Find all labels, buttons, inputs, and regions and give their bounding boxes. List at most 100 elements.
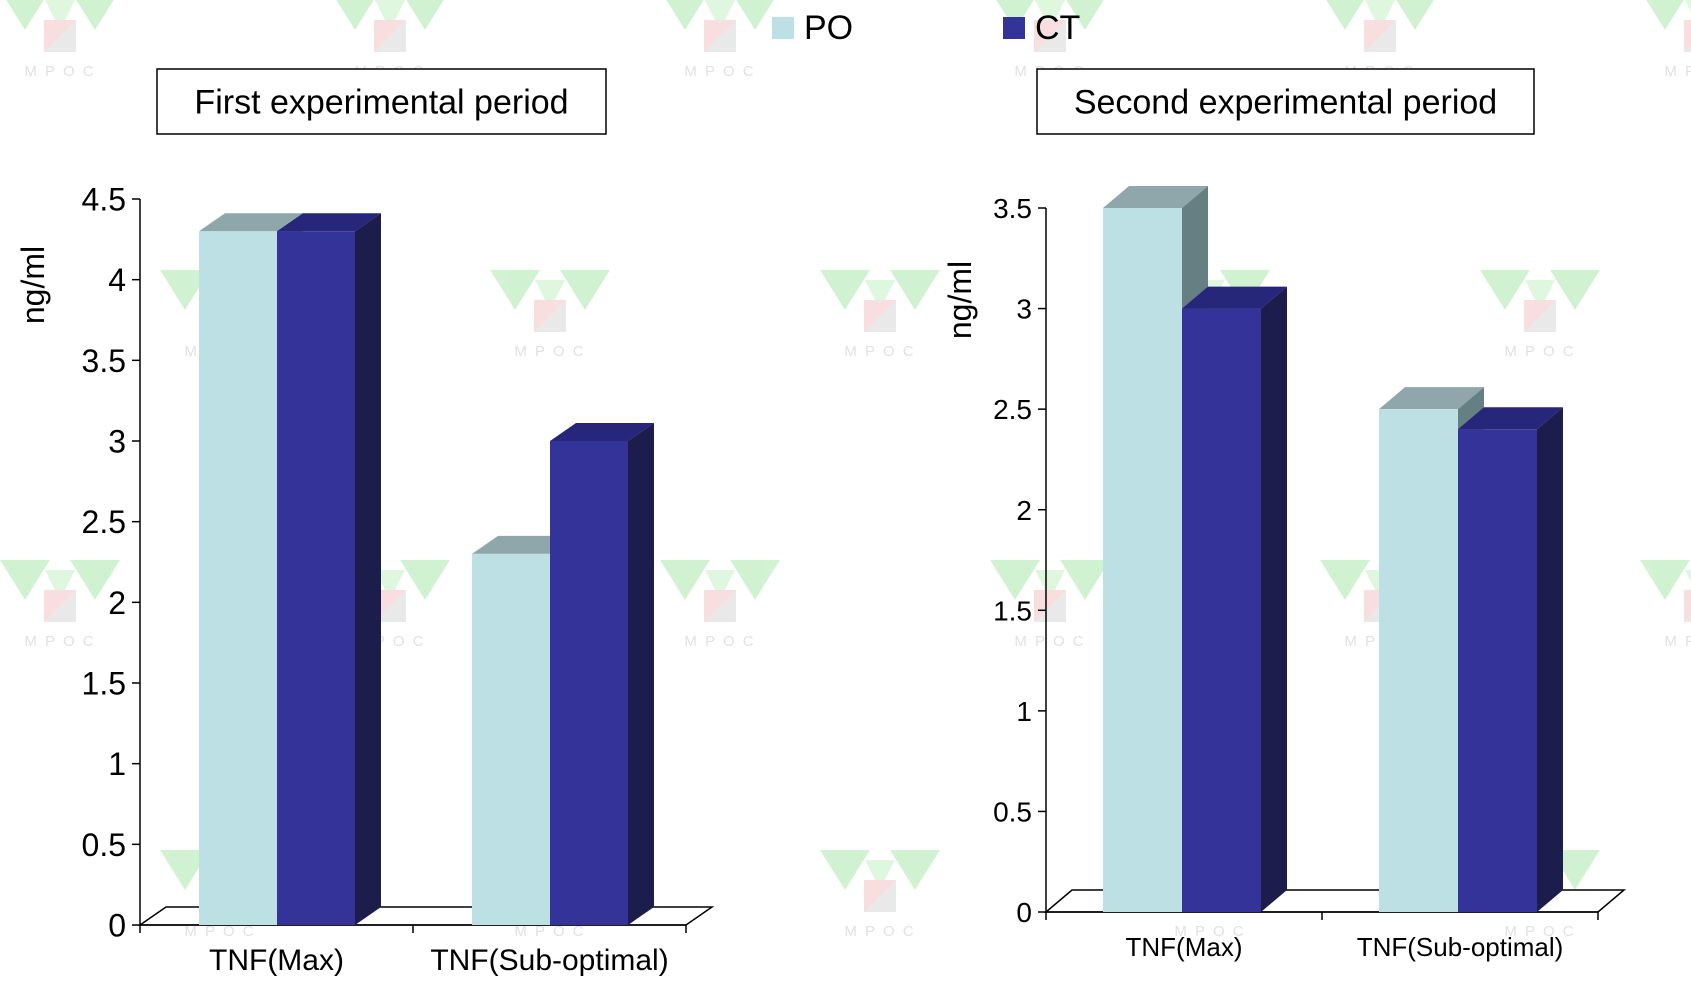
y-tick-label: 0.5 — [82, 827, 126, 863]
chart-title-text: Second experimental period — [1074, 84, 1497, 122]
watermark-square — [704, 20, 736, 52]
y-tick-label: 0 — [108, 908, 126, 944]
watermark-leaf-right — [406, 0, 444, 30]
x-category-label: TNF(Max) — [1126, 932, 1243, 962]
y-tick-label: 3.5 — [82, 343, 126, 379]
x-category-label: TNF(Sub-optimal) — [430, 944, 668, 977]
x-category-label: TNF(Sub-optimal) — [1357, 932, 1564, 962]
watermark-leaf-left — [1326, 0, 1364, 30]
watermark-square — [864, 880, 896, 912]
watermark-square-shade — [1524, 300, 1556, 332]
bar-top-face — [277, 213, 381, 232]
bar-ct-sub-optimal — [550, 423, 654, 925]
watermark-square-shade — [1684, 45, 1691, 52]
watermark-square — [1364, 20, 1396, 52]
watermark-square-shade — [374, 20, 406, 52]
bar-side-face — [1537, 407, 1563, 912]
watermark-leaf-right — [890, 850, 940, 890]
y-tick-label: 2.5 — [82, 504, 126, 540]
watermark-leaf-right — [730, 560, 780, 600]
watermark-leaf-right — [1550, 270, 1600, 310]
watermark-leaf-center — [535, 280, 565, 310]
watermark-leaf-center — [1365, 0, 1395, 30]
watermark-leaf-left — [1480, 270, 1530, 310]
bar-top-face — [550, 423, 654, 441]
y-tick-label: 1.5 — [82, 666, 126, 702]
watermark-leaf-left — [490, 270, 540, 310]
chart-title-box — [156, 68, 607, 135]
watermark-tile: M P O C — [996, 0, 1104, 80]
watermark-square — [704, 590, 736, 622]
bar-front-face — [550, 441, 628, 925]
watermark-tile: M P O C — [1326, 0, 1434, 80]
chart-title: Second experimental period — [1036, 68, 1535, 135]
watermark-leaf-right — [560, 270, 610, 310]
bar-front-face — [1379, 409, 1458, 912]
bar-front-face — [1182, 308, 1261, 913]
legend-label-po: PO — [804, 9, 853, 47]
watermark-square-shade — [534, 300, 566, 332]
watermark-leaf-left — [990, 560, 1040, 600]
y-tick-label: 1 — [108, 746, 126, 782]
watermark-text: M P O C — [844, 923, 915, 940]
watermark-square-shade — [864, 880, 896, 912]
y-tick-label: 1 — [1016, 696, 1032, 727]
watermark-square-shade — [704, 20, 736, 52]
watermark-square — [1034, 20, 1066, 52]
watermark-leaf-left — [1320, 560, 1370, 600]
watermark-square — [374, 20, 406, 52]
legend-swatch-ct — [1003, 17, 1025, 39]
chart-title-text: First experimental period — [194, 84, 568, 122]
y-tick-label: 3 — [1016, 294, 1032, 325]
watermark-square — [534, 300, 566, 332]
watermark-leaf-right — [1066, 0, 1104, 30]
bar-top-face — [199, 213, 303, 232]
watermark-leaf-left — [1646, 0, 1684, 30]
watermark-text: M P O C — [1504, 343, 1575, 360]
watermark-leaf-right — [1396, 0, 1434, 30]
watermark-leaf-left — [160, 270, 210, 310]
bar-front-face — [199, 231, 277, 925]
y-tick-label: 2 — [108, 585, 126, 621]
watermark-leaf-left — [6, 0, 44, 30]
watermark-text: M P O C — [844, 343, 915, 360]
watermark-leaf-left — [336, 0, 374, 30]
watermark-square-shade — [864, 300, 896, 332]
y-tick-label: 0 — [1016, 897, 1032, 928]
watermark-text: M P O C — [1014, 633, 1085, 650]
watermark-square-shade — [1364, 20, 1396, 52]
bar-top-face — [1379, 387, 1484, 410]
watermark-leaf-center — [45, 0, 75, 30]
watermark-text: M P O C — [184, 923, 255, 940]
watermark-leaf-center — [1685, 0, 1691, 12]
watermark-square-shade — [374, 590, 406, 622]
watermark-tile: M P O C — [490, 270, 610, 360]
y-tick-label: 2.5 — [993, 394, 1032, 425]
watermark-leaf-right — [736, 0, 774, 30]
watermark-text: M P O C — [514, 343, 585, 360]
y-tick-label: 1.5 — [993, 595, 1032, 626]
watermark-text: M P O C — [1174, 923, 1245, 940]
watermark-tile: M P O C — [660, 560, 780, 650]
watermark-tile: M P O C — [336, 0, 444, 80]
bar-front-face — [277, 231, 355, 925]
watermark-square-shade — [44, 20, 76, 52]
watermark-square — [1034, 590, 1066, 622]
watermark-leaf-center — [1035, 570, 1065, 600]
bar-front-face — [1458, 429, 1537, 912]
watermark-square — [1524, 300, 1556, 332]
watermark-tile: M P O C — [1640, 560, 1691, 650]
watermark-leaf-left — [660, 560, 710, 600]
watermark-leaf-right — [890, 270, 940, 310]
bar-side-face — [355, 213, 381, 925]
bar-side-face — [628, 423, 654, 925]
watermark-text: M P O C — [24, 633, 95, 650]
legend-label-ct: CT — [1035, 9, 1080, 47]
watermark-leaf-left — [820, 270, 870, 310]
watermark-leaf-left — [1640, 560, 1690, 600]
watermark-leaf-center — [865, 280, 895, 310]
watermark-text: M P O C — [514, 923, 585, 940]
chart-first-period: First experimental period ng/ml 0 0.5 1 1.5 2 2… — [15, 68, 715, 977]
watermark-square-shade — [1684, 615, 1691, 622]
y-tick-label: 4.5 — [82, 182, 126, 218]
